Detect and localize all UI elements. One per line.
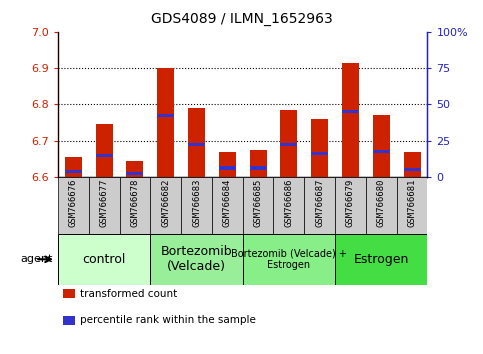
Text: GSM766678: GSM766678 [130,179,140,227]
Bar [250,150,267,177]
Bar [242,234,335,285]
Bar [404,168,421,171]
Text: Bortezomib (Velcade) +
Estrogen: Bortezomib (Velcade) + Estrogen [231,249,347,270]
Text: percentile rank within the sample: percentile rank within the sample [80,315,256,325]
Bar [281,143,298,146]
Bar [250,166,267,170]
Bar [397,177,427,234]
Text: GSM766685: GSM766685 [254,179,263,227]
Bar [188,143,205,146]
Text: agent: agent [21,254,53,264]
Text: GSM766680: GSM766680 [377,179,386,227]
Text: GDS4089 / ILMN_1652963: GDS4089 / ILMN_1652963 [151,12,332,27]
Text: GSM766683: GSM766683 [192,179,201,227]
Bar [120,177,150,234]
Bar [404,152,421,177]
Text: GSM766679: GSM766679 [346,179,355,227]
Bar [96,154,113,157]
Text: GSM766682: GSM766682 [161,179,170,227]
Bar [281,110,298,177]
Text: Estrogen: Estrogen [354,253,409,266]
Bar [212,177,242,234]
Bar [219,166,236,170]
Bar [335,234,427,285]
Bar [65,157,82,177]
Bar [366,177,397,234]
Bar [58,177,89,234]
Bar [342,110,359,113]
Text: GSM766684: GSM766684 [223,179,232,227]
Bar [89,177,120,234]
Bar [188,108,205,177]
Bar [373,150,390,153]
Bar [311,119,328,177]
Bar [58,234,150,285]
Bar [373,115,390,177]
Bar [127,161,143,177]
Bar [150,177,181,234]
Text: transformed count: transformed count [80,289,177,299]
Text: control: control [83,253,126,266]
Bar [181,177,212,234]
Bar [127,172,143,175]
Bar [342,63,359,177]
Text: GSM766686: GSM766686 [284,179,293,227]
Bar [65,170,82,173]
Bar [242,177,273,234]
Bar [335,177,366,234]
Bar [311,152,328,155]
Bar [304,177,335,234]
Bar [96,124,113,177]
Bar [150,234,243,285]
Text: Bortezomib
(Velcade): Bortezomib (Velcade) [161,245,232,273]
Bar [219,152,236,177]
Text: GSM766687: GSM766687 [315,179,324,227]
Bar [273,177,304,234]
Bar [157,114,174,117]
Bar [157,68,174,177]
Text: GSM766681: GSM766681 [408,179,416,227]
Text: GSM766676: GSM766676 [69,179,78,227]
Text: GSM766677: GSM766677 [99,179,109,227]
